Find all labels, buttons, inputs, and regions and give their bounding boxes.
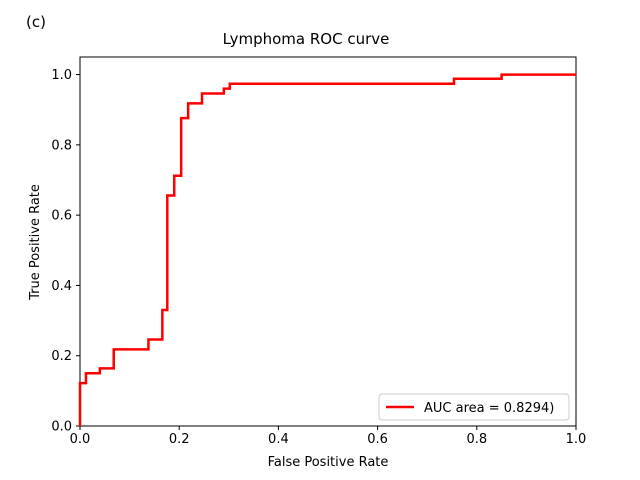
x-tick-label: 0.6 xyxy=(367,432,388,447)
y-axis-label: True Positive Rate xyxy=(28,184,43,301)
y-tick-label: 1.0 xyxy=(51,68,72,83)
y-axis: 0.0 0.2 0.4 0.6 0.8 1.0 xyxy=(51,68,80,435)
y-tick-label: 0.2 xyxy=(51,349,72,364)
plot-area-frame xyxy=(79,56,577,427)
x-axis: 0.0 0.2 0.4 0.6 0.8 1.0 xyxy=(70,426,587,447)
y-tick-label: 0.8 xyxy=(51,138,72,153)
x-tick-label: 0.8 xyxy=(466,432,487,447)
y-tick-label: 0.0 xyxy=(51,420,72,435)
y-tick-label: 0.4 xyxy=(51,279,72,294)
legend: AUC area = 0.8294) xyxy=(378,393,570,421)
legend-box xyxy=(378,393,570,421)
axes-frame xyxy=(79,56,577,427)
roc-curve-line xyxy=(78,73,576,426)
y-tick-label: 0.6 xyxy=(51,209,72,224)
x-tick-label: 1.0 xyxy=(566,432,587,447)
x-tick-label: 0.0 xyxy=(70,432,91,447)
legend-label: AUC area = 0.8294) xyxy=(424,401,554,416)
x-axis-label: False Positive Rate xyxy=(268,455,389,470)
x-tick-label: 0.2 xyxy=(169,432,190,447)
x-tick-label: 0.4 xyxy=(268,432,289,447)
chart-title: Lymphoma ROC curve xyxy=(223,30,390,48)
panel-label: (c) xyxy=(26,13,46,31)
